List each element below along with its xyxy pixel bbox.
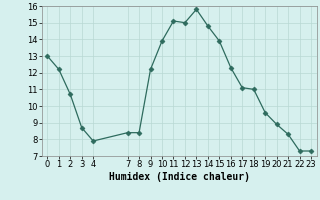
X-axis label: Humidex (Indice chaleur): Humidex (Indice chaleur) bbox=[109, 172, 250, 182]
